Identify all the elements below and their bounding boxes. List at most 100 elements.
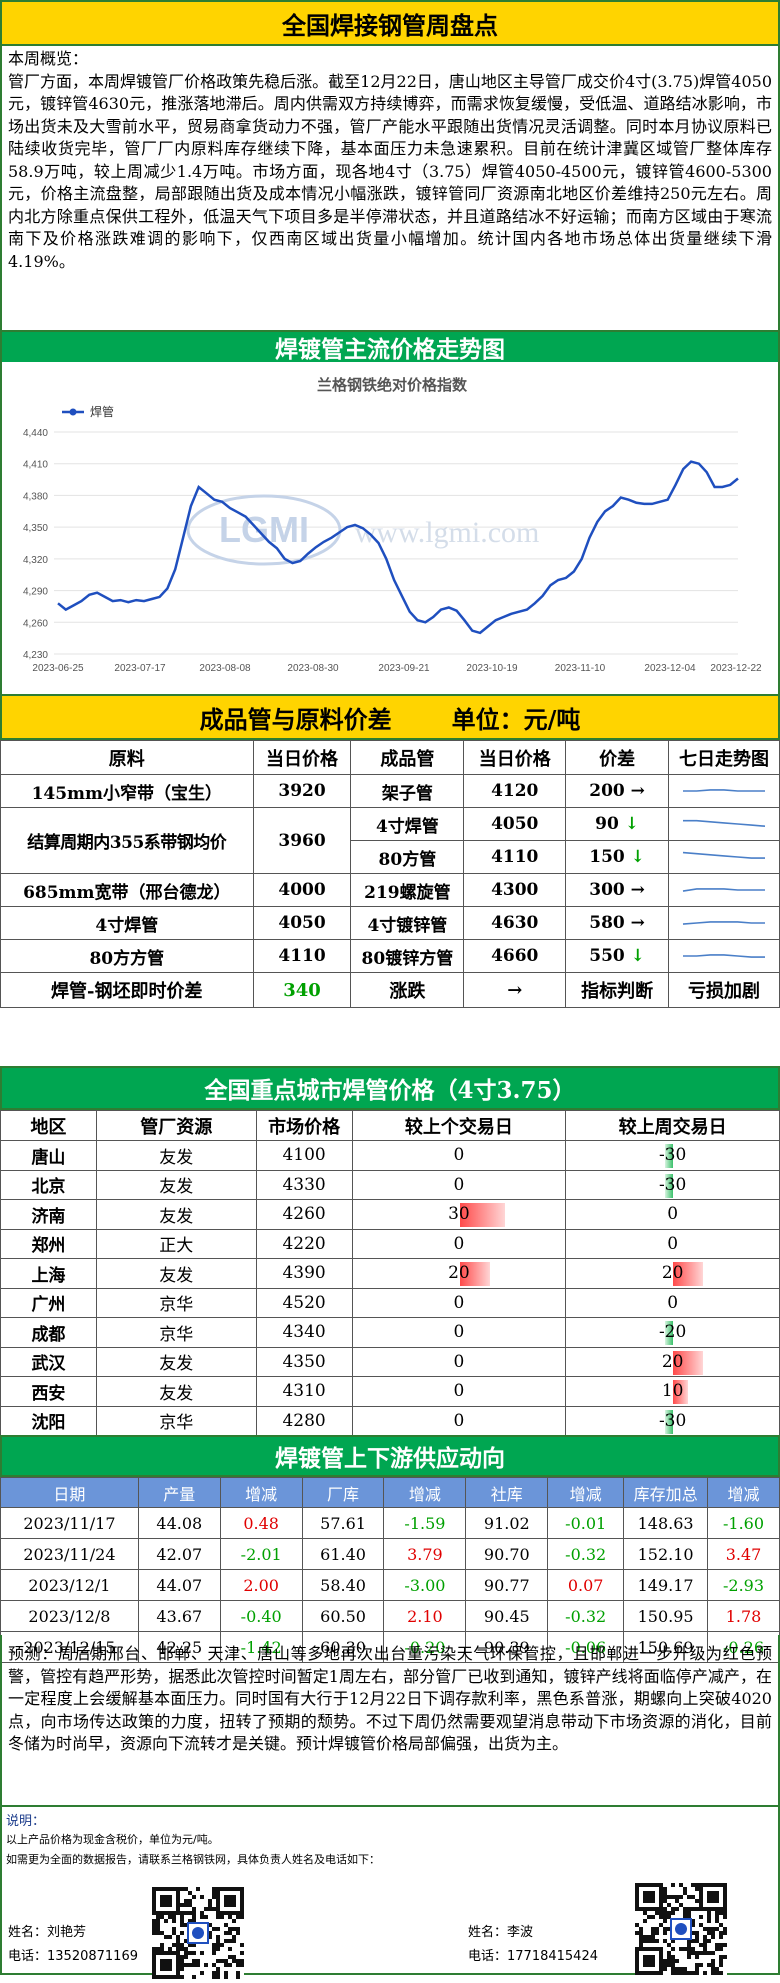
- city-day-change: 30: [351, 1199, 567, 1230]
- city-header-cell: 市场价格: [255, 1110, 353, 1141]
- supply-header-row: 日期 产量 增减 厂库 增减 社库 增减 库存加总 增减: [0, 1477, 780, 1508]
- x-tick-label: 2023-12-04: [644, 663, 696, 674]
- spread-material: 685mm宽带（邢台德龙）: [0, 873, 254, 907]
- city-day-change: 0: [351, 1228, 567, 1259]
- spread-product-price: 4110: [463, 840, 567, 874]
- spread-header-cell: 当日价格: [252, 740, 352, 775]
- delta-text: 0: [453, 1145, 465, 1166]
- delta-text: 0: [453, 1322, 465, 1343]
- city-week-change: 20: [565, 1346, 780, 1377]
- city-day-change: 0: [351, 1169, 567, 1200]
- delta-text: -30: [658, 1174, 687, 1195]
- watermark-url: www.lgmi.com: [355, 516, 540, 549]
- spread-section-title: 成品管与原料价差 单位：元/吨: [0, 694, 780, 740]
- city-header-cell: 管厂资源: [95, 1110, 257, 1141]
- supply-cell: 2023/12/15: [0, 1631, 139, 1663]
- supply-cell: 2023/11/17: [0, 1507, 139, 1539]
- city-row: 郑州 正大 4220 0 0: [0, 1228, 780, 1259]
- arrow-right-icon: →: [624, 781, 645, 801]
- supply-row: 2023/12/8 43.67 -0.40 60.50 2.10 90.45 -0.32 15…: [0, 1600, 780, 1632]
- supply-cell: -3.00: [383, 1569, 467, 1601]
- y-tick-label: 4,260: [23, 618, 48, 629]
- legend-marker: [69, 408, 77, 416]
- spread-product: 4寸镀锌管: [350, 906, 465, 940]
- supply-cell: 60.30: [301, 1631, 385, 1663]
- spread-value: 200 →: [565, 774, 670, 808]
- judge-value: 亏损加剧: [668, 972, 780, 1008]
- supply-cell: -1.42: [219, 1631, 303, 1663]
- spread-material-price: 4110: [252, 939, 352, 973]
- city-day-change: 0: [351, 1140, 567, 1171]
- arrow-down-icon: ↓: [618, 814, 640, 834]
- city-header-row: 地区 管厂资源 市场价格 较上个交易日 较上周交易日: [0, 1110, 780, 1141]
- city-week-change: 0: [565, 1199, 780, 1230]
- overview-label: 本周概览：: [8, 49, 89, 68]
- city-name: 广州: [0, 1287, 97, 1318]
- spread-material: 结算周期内355系带钢均价: [0, 807, 254, 874]
- spread-row: 145mm小窄带（宝生） 3920 架子管 4120 200 →: [0, 774, 780, 808]
- supply-cell: -0.40: [219, 1600, 303, 1632]
- x-tick-label: 2023-08-08: [199, 663, 251, 674]
- supply-cell: -0.20: [383, 1631, 467, 1663]
- spread-footer-row: 焊管-钢坯即时价差 340 涨跌 → 指标判断 亏损加剧: [0, 972, 780, 1008]
- city-row: 沈阳 京华 4280 0 -30: [0, 1405, 780, 1436]
- city-price: 4340: [255, 1317, 353, 1348]
- supply-cell: 90.77: [465, 1569, 549, 1601]
- chart-svg: 兰格钢铁绝对价格指数 焊管 LGMI www.lgmi.com 4,4404,4…: [23, 376, 762, 674]
- report-title: 全国焊接钢管周盘点: [0, 0, 780, 46]
- city-day-change: 0: [351, 1376, 567, 1407]
- supply-cell: 91.02: [465, 1507, 549, 1539]
- spread-material-price: 3960: [252, 807, 352, 874]
- delta-text: 0: [453, 1381, 465, 1402]
- city-week-change: -30: [565, 1169, 780, 1200]
- legend-label-hanguan: 焊管: [90, 404, 114, 419]
- city-week-change: 0: [565, 1228, 780, 1259]
- city-price: 4100: [255, 1140, 353, 1171]
- spread-row: 结算周期内355系带钢均价 3960 4寸焊管 4050 90 ↓: [0, 807, 780, 874]
- supply-cell: 61.40: [301, 1538, 385, 1570]
- delta-text: 0: [453, 1351, 465, 1372]
- city-source: 友发: [95, 1258, 257, 1289]
- supply-cell: 2.00: [219, 1569, 303, 1601]
- qr-code-1-graphic: [152, 1887, 244, 1979]
- city-title-text: 全国重点城市焊管价格（4寸3.75）: [204, 1077, 576, 1104]
- spread-product: 219螺旋管: [350, 873, 465, 907]
- judge-label: 指标判断: [565, 972, 670, 1008]
- city-price: 4280: [255, 1405, 353, 1436]
- supply-cell: -1.60: [707, 1507, 780, 1539]
- spread-material: 4寸焊管: [0, 906, 254, 940]
- arrow-down-icon: ↓: [624, 847, 645, 867]
- spread-material-price: 4000: [252, 873, 352, 907]
- city-price: 4330: [255, 1169, 353, 1200]
- delta-text: 20: [661, 1351, 684, 1372]
- supply-cell: 3.79: [383, 1538, 467, 1570]
- supply-header-cell: 增减: [707, 1477, 780, 1508]
- city-section-title: 全国重点城市焊管价格（4寸3.75）: [0, 1066, 780, 1110]
- supply-cell: 2023/11/24: [0, 1538, 139, 1570]
- supply-cell: 2.10: [383, 1600, 467, 1632]
- city-week-change: -30: [565, 1140, 780, 1171]
- contact-2-name: 姓名：李波: [468, 1925, 534, 1940]
- delta-text: 0: [667, 1233, 679, 1254]
- chart-x-ticks: 2023-06-25 2023-07-17 2023-08-08 2023-08-30…: [32, 663, 762, 674]
- spread-sparkline: [668, 906, 780, 940]
- weekly-overview: 本周概览： 管厂方面，本周焊镀管厂价格政策先稳后涨。截至12月22日，唐山地区主…: [0, 46, 780, 330]
- change-value: →: [463, 972, 567, 1008]
- supply-cell: -0.01: [547, 1507, 625, 1539]
- supply-cell: 43.67: [137, 1600, 221, 1632]
- chart-title: 兰格钢铁绝对价格指数: [317, 376, 468, 394]
- city-source: 京华: [95, 1287, 257, 1318]
- spread-sparkline: [668, 939, 780, 973]
- chart-watermark: LGMI www.lgmi.com: [186, 494, 540, 566]
- spread-sparkline: [668, 873, 780, 907]
- city-header-cell: 较上个交易日: [351, 1110, 567, 1141]
- city-price: 4260: [255, 1199, 353, 1230]
- city-day-change: 0: [351, 1287, 567, 1318]
- city-week-change: 0: [565, 1287, 780, 1318]
- spread-product-price: 4300: [463, 873, 567, 907]
- spread-product-price: 4050: [463, 807, 567, 841]
- x-tick-label: 2023-08-30: [287, 663, 339, 674]
- spread-material: 145mm小窄带（宝生）: [0, 774, 254, 808]
- spread-product-price: 4120: [463, 774, 567, 808]
- city-name: 郑州: [0, 1228, 97, 1259]
